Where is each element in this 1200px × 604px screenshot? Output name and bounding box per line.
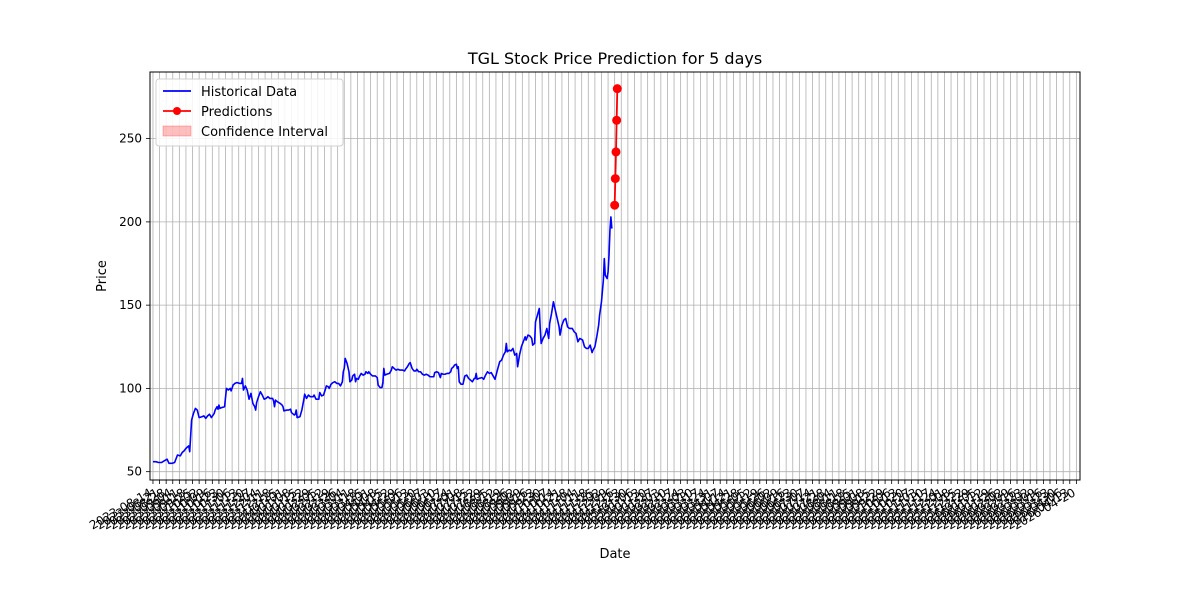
grid <box>150 72 1080 480</box>
y-tick-label: 50 <box>127 465 142 479</box>
y-tick-label: 100 <box>119 381 142 395</box>
prediction-point <box>610 174 620 184</box>
legend-predictions-marker <box>173 107 181 115</box>
y-tick-label: 200 <box>119 215 142 229</box>
historical-data-line <box>152 216 613 465</box>
y-axis-label: Price <box>95 260 110 292</box>
x-axis-ticks: 2023-08-142023-08-212023-08-282023-09-04… <box>87 480 1078 532</box>
y-tick-label: 250 <box>119 132 142 146</box>
legend: Historical Data Predictions Confidence I… <box>155 78 344 147</box>
prediction-point <box>612 84 622 94</box>
plot-data <box>152 84 622 465</box>
y-axis-ticks: 50 100 150 200 250 <box>119 132 150 479</box>
legend-frame <box>155 78 344 147</box>
y-tick-label: 150 <box>119 298 142 312</box>
x-axis-label: Date <box>599 547 630 562</box>
legend-historical-label: Historical Data <box>201 85 297 100</box>
legend-confidence-swatch <box>162 125 192 137</box>
prediction-point <box>611 147 621 157</box>
legend-predictions-label: Predictions <box>201 105 273 120</box>
chart-title: TGL Stock Price Prediction for 5 days <box>467 49 762 68</box>
legend-confidence-label: Confidence Interval <box>201 125 328 140</box>
prediction-point <box>610 200 620 210</box>
prediction-point <box>612 115 622 125</box>
